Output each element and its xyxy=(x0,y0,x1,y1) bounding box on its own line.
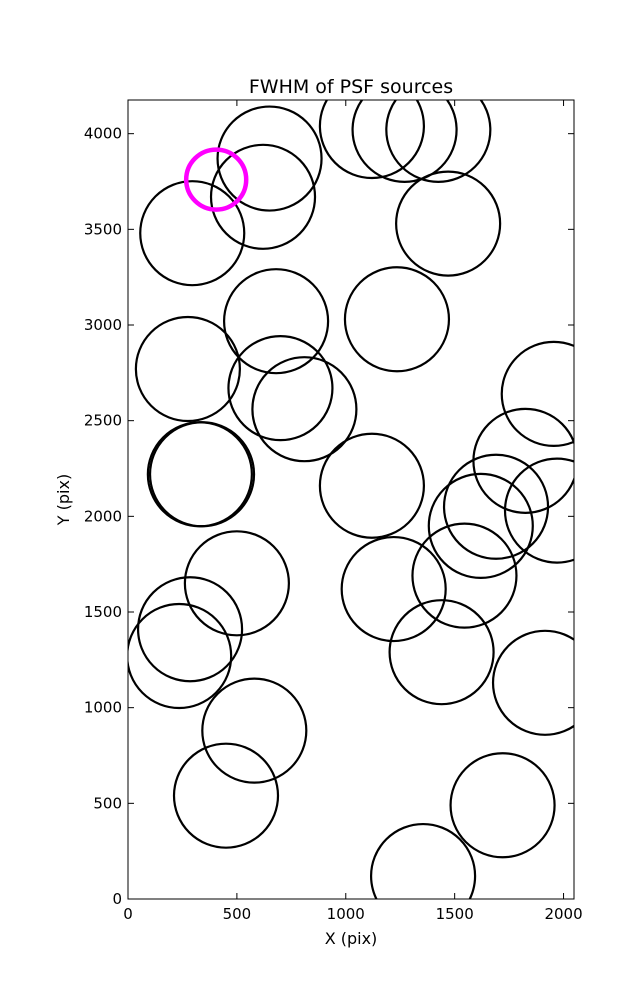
data-point xyxy=(201,677,308,784)
x-tick-label: 500 xyxy=(223,905,252,923)
data-point xyxy=(216,105,323,212)
data-point xyxy=(136,576,244,683)
x-tick-label: 1500 xyxy=(436,905,474,923)
y-tick-label: 1500 xyxy=(84,603,122,621)
plot-frame xyxy=(127,99,575,900)
data-point xyxy=(351,100,458,183)
y-tick-label: 1000 xyxy=(84,699,122,717)
data-point xyxy=(172,742,280,849)
data-point xyxy=(343,266,451,373)
data-point xyxy=(395,170,502,277)
y-tick-label: 3000 xyxy=(84,316,122,334)
data-point xyxy=(369,822,477,899)
data-point xyxy=(491,629,574,736)
data-marks xyxy=(128,100,574,899)
y-tick-label: 500 xyxy=(93,794,122,812)
data-point xyxy=(251,356,358,463)
y-tick-label: 0 xyxy=(112,890,122,908)
x-axis-label: X (pix) xyxy=(325,929,378,948)
data-point xyxy=(134,315,241,423)
data-point xyxy=(227,335,334,442)
data-point xyxy=(385,100,492,183)
data-point xyxy=(388,599,495,706)
data-point xyxy=(411,522,518,629)
y-tick-label: 3500 xyxy=(84,220,122,238)
y-axis: 0 500 1000 1500 2000 2500 3000 3500 4000 xyxy=(84,125,574,908)
y-axis-label: Y (pix) xyxy=(54,474,73,526)
data-point xyxy=(318,432,426,539)
data-point xyxy=(222,268,330,375)
data-point xyxy=(503,457,574,564)
data-point xyxy=(500,340,574,447)
data-point xyxy=(209,143,317,250)
data-point xyxy=(139,180,246,287)
x-tick-label: 2000 xyxy=(544,905,582,923)
data-point xyxy=(183,530,290,637)
data-point xyxy=(128,602,233,710)
data-point xyxy=(148,421,256,528)
y-tick-label: 2000 xyxy=(84,507,122,525)
data-point xyxy=(449,752,556,859)
x-tick-label: 0 xyxy=(123,905,133,923)
y-tick-label: 4000 xyxy=(84,125,122,143)
highlight-point xyxy=(183,147,249,212)
data-point xyxy=(427,472,534,580)
x-axis: 0 500 1000 1500 2000 xyxy=(123,100,583,923)
chart-title: FWHM of PSF sources xyxy=(249,76,453,98)
data-point xyxy=(340,535,447,643)
data-point xyxy=(442,453,550,560)
y-tick-label: 2500 xyxy=(84,412,122,430)
data-point xyxy=(318,100,425,180)
x-tick-label: 1000 xyxy=(327,905,365,923)
